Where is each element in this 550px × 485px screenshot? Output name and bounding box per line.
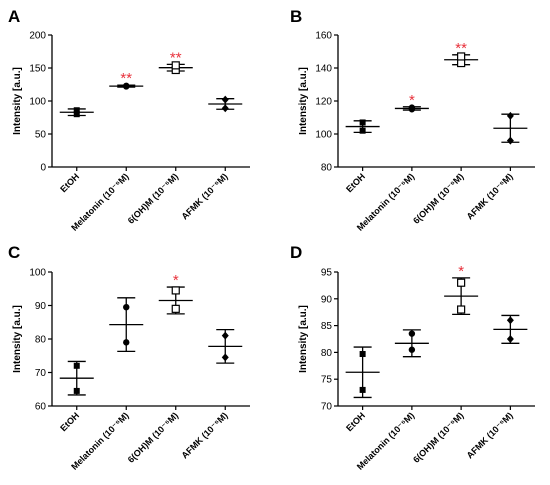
panel-b-letter: B (290, 7, 302, 26)
panel-d-data-point (408, 346, 416, 353)
panel-c-data-point (73, 362, 80, 369)
panel-d-data-point (359, 351, 366, 358)
panel-c-y-tick-label: 100 (29, 268, 46, 279)
panel-d-category-label: AFMK (10⁻⁵M) (465, 410, 515, 460)
panel-a-y-tick-label: 100 (29, 97, 46, 108)
panel-a-y-tick-label: 150 (29, 64, 46, 75)
panel-c-y-tick-label: 80 (35, 335, 47, 346)
panel-d-letter: D (290, 243, 302, 262)
panel-a-letter: A (8, 7, 20, 26)
panel-d-y-tick-label: 90 (321, 294, 333, 305)
panel-c-data-point (221, 353, 229, 362)
panel-c-data-point (171, 304, 180, 313)
panel-b-data-point (408, 104, 416, 111)
panel-d-data-point (457, 278, 466, 287)
panel-a-data-point (123, 82, 130, 90)
panel-c-category-label: 6(OH)M (10⁻⁵M) (126, 410, 180, 464)
panel-b-data-point (506, 136, 514, 145)
panel-a-y-tick-label: 200 (29, 31, 46, 42)
panel-c-y-tick-label: 70 (35, 368, 47, 379)
panel-b-category-label: 6(OH)M (10⁻⁵M) (411, 171, 465, 225)
panel-c-significance-marker: * (173, 272, 179, 289)
panel-b-y-tick-label: 80 (321, 163, 333, 174)
panel-c-category-label: AFMK (10⁻⁵M) (179, 410, 229, 460)
panel-c-data-point (123, 339, 130, 346)
panel-d-data-point (506, 316, 514, 325)
panel-d-y-tick-label: 75 (321, 375, 333, 386)
panel-d-data-point (457, 305, 466, 314)
panel-a-data-point (73, 107, 80, 114)
panel-a-data-point (221, 95, 229, 104)
panel-b-data-point (457, 52, 466, 61)
panel-b-y-tick-label: 100 (315, 130, 332, 141)
panel-c-y-tick-label: 60 (35, 402, 47, 413)
panel-d-data-point (506, 335, 514, 343)
panel-c-data-point (221, 331, 229, 340)
panel-a-significance-marker: ** (170, 49, 182, 66)
panel-a-data-point (171, 61, 180, 70)
panel-d-y-tick-label: 85 (321, 321, 333, 332)
panel-b-category-label: AFMK (10⁻⁵M) (465, 171, 515, 221)
panel-c-data-point (171, 286, 180, 295)
panel-a-significance-marker: ** (120, 70, 132, 87)
panel-a-category-label: 6(OH)M (10⁻⁵M) (126, 171, 180, 225)
panel-b-y-tick-label: 160 (315, 31, 332, 42)
panel-b-data-point (359, 127, 366, 134)
panel-d-y-axis-label: Intensity [a.u.] (298, 305, 309, 373)
panel-a-category-label: AFMK (10⁻⁵M) (179, 171, 229, 221)
panel-d-data-point (408, 330, 416, 337)
panel-d-data-point (359, 386, 366, 393)
panel-d-y-tick-label: 80 (321, 348, 333, 359)
panel-c-data-point (123, 303, 130, 311)
panel-b-y-tick-label: 140 (315, 64, 332, 75)
panel-d-significance-marker: * (458, 263, 464, 280)
panel-c-y-tick-label: 90 (35, 301, 47, 312)
panel-b-data-point (506, 111, 514, 120)
panel-d-category-label: EtOH (344, 410, 367, 433)
panel-b-y-tick-label: 120 (315, 97, 332, 108)
panel-b-significance-marker: * (409, 92, 415, 109)
panel-a-category-label: EtOH (58, 171, 81, 194)
panel-c-data-point (73, 387, 80, 394)
panel-b-data-point (359, 119, 366, 126)
panel-a-data-point (73, 111, 80, 118)
panel-d-y-tick-label: 70 (321, 402, 333, 413)
panel-a-y-tick-label: 0 (40, 163, 46, 174)
panel-a-data-point (221, 104, 229, 113)
panel-d-y-tick-label: 95 (321, 268, 333, 279)
panel-c-letter: C (8, 243, 20, 262)
panel-a-y-tick-label: 50 (35, 130, 47, 141)
panel-b-category-label: EtOH (344, 171, 367, 194)
panel-d-category-label: 6(OH)M (10⁻⁵M) (411, 410, 465, 464)
panel-b-y-axis-label: Intensity [a.u.] (298, 67, 309, 135)
panel-c-category-label: EtOH (58, 410, 81, 433)
panel-a-y-axis-label: Intensity [a.u.] (12, 67, 23, 135)
panel-b-data-point (457, 58, 466, 68)
panel-b-significance-marker: ** (455, 40, 467, 57)
panel-c-y-axis-label: Intensity [a.u.] (12, 305, 23, 373)
